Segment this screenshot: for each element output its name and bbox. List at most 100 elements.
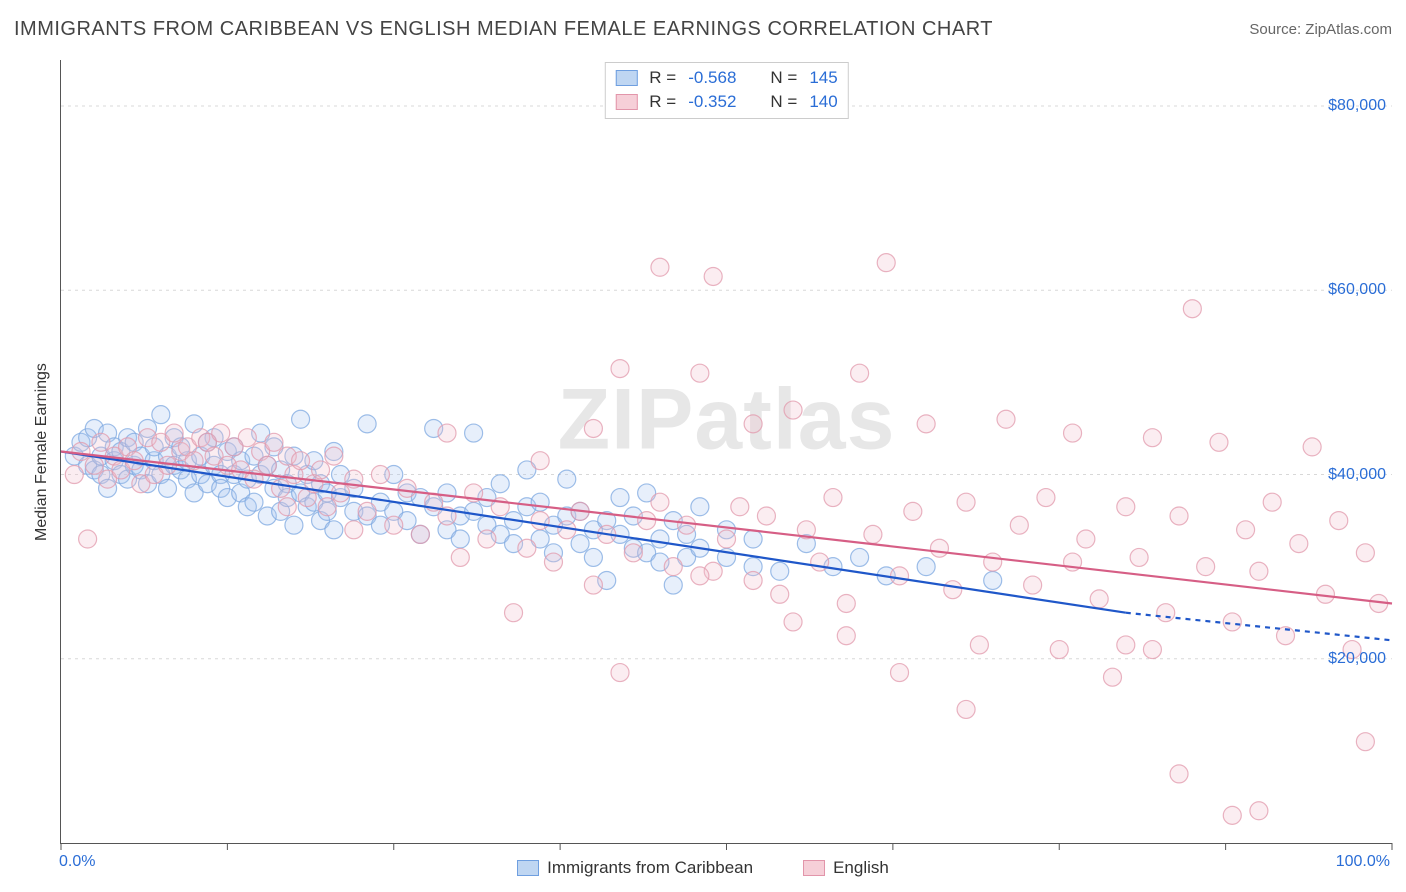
scatter-point-blue bbox=[292, 410, 310, 428]
scatter-point-pink bbox=[731, 498, 749, 516]
scatter-point-pink bbox=[65, 466, 83, 484]
scatter-point-pink bbox=[1090, 590, 1108, 608]
scatter-point-pink bbox=[258, 456, 276, 474]
scatter-point-pink bbox=[638, 512, 656, 530]
scatter-point-pink bbox=[292, 452, 310, 470]
scatter-point-pink bbox=[877, 254, 895, 272]
stat-n-value: 140 bbox=[809, 90, 837, 114]
scatter-point-pink bbox=[611, 360, 629, 378]
scatter-point-pink bbox=[265, 433, 283, 451]
scatter-point-blue bbox=[465, 424, 483, 442]
scatter-point-pink bbox=[784, 613, 802, 631]
scatter-point-pink bbox=[984, 553, 1002, 571]
scatter-point-pink bbox=[584, 576, 602, 594]
scatter-point-pink bbox=[1263, 493, 1281, 511]
scatter-point-blue bbox=[571, 535, 589, 553]
scatter-point-pink bbox=[438, 424, 456, 442]
scatter-point-blue bbox=[611, 489, 629, 507]
scatter-point-pink bbox=[784, 401, 802, 419]
scatter-point-pink bbox=[678, 516, 696, 534]
legend-label: English bbox=[833, 858, 889, 878]
stat-n-label: N = bbox=[770, 66, 797, 90]
scatter-point-pink bbox=[744, 415, 762, 433]
scatter-point-pink bbox=[1356, 733, 1374, 751]
y-axis-label: Median Female Earnings bbox=[33, 363, 51, 541]
scatter-point-pink bbox=[238, 429, 256, 447]
scatter-point-pink bbox=[411, 525, 429, 543]
scatter-point-pink bbox=[1050, 641, 1068, 659]
scatter-point-pink bbox=[358, 502, 376, 520]
scatter-point-pink bbox=[997, 410, 1015, 428]
stat-r-label: R = bbox=[649, 90, 676, 114]
scatter-point-pink bbox=[72, 443, 90, 461]
scatter-point-pink bbox=[837, 627, 855, 645]
scatter-point-pink bbox=[944, 581, 962, 599]
page-title: IMMIGRANTS FROM CARIBBEAN VS ENGLISH MED… bbox=[14, 18, 993, 41]
scatter-point-blue bbox=[917, 558, 935, 576]
source-name: ZipAtlas.com bbox=[1305, 21, 1392, 38]
scatter-point-pink bbox=[531, 452, 549, 470]
scatter-point-pink bbox=[79, 530, 97, 548]
scatter-point-pink bbox=[85, 456, 103, 474]
scatter-point-pink bbox=[704, 267, 722, 285]
legend-label: Immigrants from Caribbean bbox=[547, 858, 753, 878]
scatter-point-pink bbox=[1183, 300, 1201, 318]
scatter-point-blue bbox=[465, 502, 483, 520]
scatter-point-blue bbox=[558, 470, 576, 488]
stat-r-value: -0.568 bbox=[688, 66, 736, 90]
scatter-point-blue bbox=[691, 498, 709, 516]
scatter-point-blue bbox=[245, 493, 263, 511]
scatter-point-pink bbox=[1130, 548, 1148, 566]
stats-box: R =-0.568N =145R =-0.352N =140 bbox=[604, 62, 848, 119]
scatter-point-blue bbox=[771, 562, 789, 580]
scatter-point-pink bbox=[1143, 429, 1161, 447]
scatter-point-pink bbox=[864, 525, 882, 543]
stat-n-label: N = bbox=[770, 90, 797, 114]
scatter-point-blue bbox=[491, 475, 509, 493]
plot-wrap: Median Female Earnings ZIPatlas R =-0.56… bbox=[42, 60, 1392, 844]
scatter-point-pink bbox=[957, 700, 975, 718]
scatter-point-pink bbox=[451, 548, 469, 566]
scatter-point-pink bbox=[757, 507, 775, 525]
scatter-point-blue bbox=[158, 479, 176, 497]
scatter-point-pink bbox=[891, 664, 909, 682]
scatter-point-pink bbox=[1117, 498, 1135, 516]
source-prefix: Source: bbox=[1249, 21, 1305, 38]
legend-swatch-pink bbox=[803, 860, 825, 876]
scatter-point-pink bbox=[1223, 806, 1241, 824]
scatter-point-pink bbox=[1170, 507, 1188, 525]
scatter-point-pink bbox=[664, 558, 682, 576]
scatter-point-pink bbox=[345, 521, 363, 539]
scatter-point-pink bbox=[1103, 668, 1121, 686]
scatter-point-pink bbox=[278, 498, 296, 516]
scatter-point-pink bbox=[1210, 433, 1228, 451]
scatter-point-pink bbox=[1024, 576, 1042, 594]
swatch-pink bbox=[615, 94, 637, 110]
scatter-point-blue bbox=[744, 530, 762, 548]
scatter-point-pink bbox=[1237, 521, 1255, 539]
scatter-point-blue bbox=[651, 530, 669, 548]
chart-area: ZIPatlas R =-0.568N =145R =-0.352N =140 … bbox=[60, 60, 1392, 844]
trendline-ext-blue bbox=[1126, 613, 1392, 641]
scatter-point-blue bbox=[358, 415, 376, 433]
scatter-point-pink bbox=[970, 636, 988, 654]
scatter-point-pink bbox=[744, 571, 762, 589]
scatter-point-blue bbox=[984, 571, 1002, 589]
scatter-point-pink bbox=[398, 479, 416, 497]
scatter-point-pink bbox=[904, 502, 922, 520]
scatter-point-pink bbox=[1037, 489, 1055, 507]
scatter-point-blue bbox=[531, 493, 549, 511]
stats-row-blue: R =-0.568N =145 bbox=[615, 66, 837, 90]
scatter-point-pink bbox=[1010, 516, 1028, 534]
scatter-point-pink bbox=[691, 364, 709, 382]
header: IMMIGRANTS FROM CARIBBEAN VS ENGLISH MED… bbox=[14, 18, 1392, 41]
scatter-point-pink bbox=[531, 512, 549, 530]
scatter-point-pink bbox=[212, 424, 230, 442]
legend-swatch-blue bbox=[517, 860, 539, 876]
scatter-point-pink bbox=[651, 258, 669, 276]
scatter-point-blue bbox=[851, 548, 869, 566]
scatter-point-blue bbox=[584, 548, 602, 566]
scatter-point-pink bbox=[371, 466, 389, 484]
scatter-point-pink bbox=[1290, 535, 1308, 553]
scatter-point-blue bbox=[451, 530, 469, 548]
